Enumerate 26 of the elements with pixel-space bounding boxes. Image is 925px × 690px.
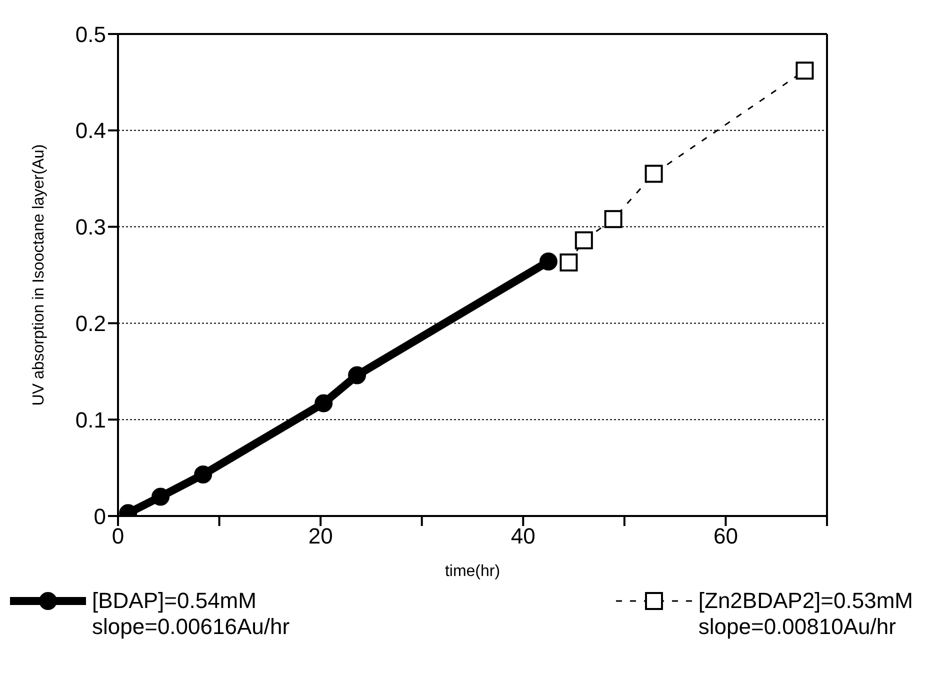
y-tick-label: 0.5: [75, 22, 106, 47]
point: [152, 488, 170, 506]
y-tick-label: 0.3: [75, 214, 106, 240]
x-tick-label: 0: [112, 524, 124, 549]
point: [194, 466, 212, 484]
point: [348, 366, 366, 384]
legend-label: [BDAP]=0.54mM: [92, 588, 256, 614]
point: [314, 394, 333, 412]
x-tick-label: 20: [308, 524, 333, 549]
point: [574, 231, 593, 250]
point: [604, 210, 622, 228]
y-tick-label: 0.1: [75, 407, 106, 432]
point: [560, 253, 578, 272]
point: [644, 164, 663, 183]
text: slope=0.00810Au/hr: [698, 614, 897, 640]
y-axis-title: UV absorption in Isooctane layer(Au): [30, 144, 48, 406]
point: [796, 62, 814, 80]
x-axis-title: time(hr): [444, 563, 500, 580]
y-tick-label: 0.4: [75, 118, 106, 144]
x-tick-label: 40: [510, 524, 536, 549]
legend-label: [Zn2BDAP2]=0.53mM: [698, 588, 913, 614]
y-tick-label: 0.2: [75, 311, 106, 336]
x-tick-label: 60: [713, 524, 738, 549]
y-tick-label: 0: [94, 504, 106, 529]
text: slope=0.00616Au/hr: [92, 614, 290, 640]
point: [539, 252, 558, 271]
